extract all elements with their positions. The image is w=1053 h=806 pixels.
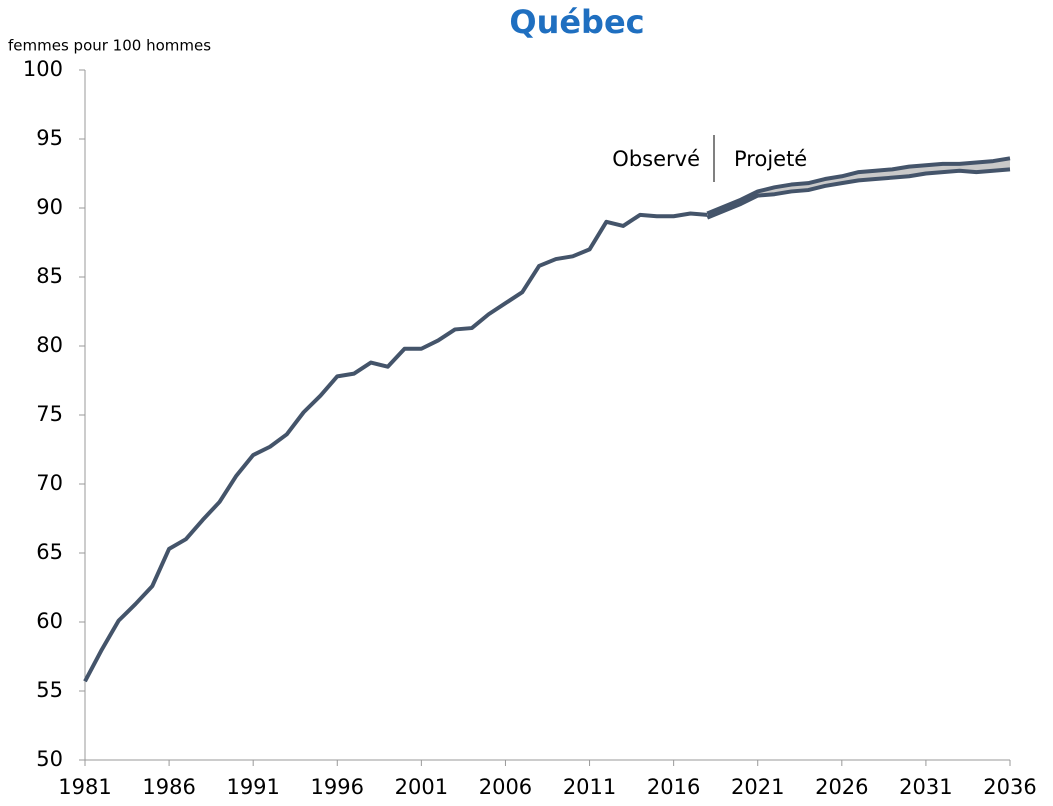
y-tick-label: 55 (36, 678, 63, 702)
y-tick-label: 100 (23, 57, 63, 81)
y-tick-label: 75 (36, 402, 63, 426)
y-tick-label: 50 (36, 747, 63, 771)
x-tick-label: 2021 (731, 775, 784, 799)
x-tick-label: 2031 (899, 775, 952, 799)
x-tick-label: 2026 (815, 775, 868, 799)
line (85, 214, 707, 682)
x-tick-label: 1986 (142, 775, 195, 799)
page: Québec femmes pour 100 hommes Observé Pr… (0, 0, 1053, 806)
y-tick-label: 70 (36, 471, 63, 495)
x-tick-label: 2036 (983, 775, 1036, 799)
annotation: Observé (612, 147, 700, 171)
x-tick-label: 2016 (647, 775, 700, 799)
x-tick-label: 2011 (563, 775, 616, 799)
y-tick-label: 60 (36, 609, 63, 633)
chart-title: Québec (509, 3, 644, 41)
y-tick-label: 90 (36, 195, 63, 219)
y-axis-label: femmes pour 100 hommes (8, 37, 211, 55)
x-tick-label: 1991 (226, 775, 279, 799)
y-tick-label: 85 (36, 264, 63, 288)
y-tick-label: 80 (36, 333, 63, 357)
x-tick-label: 1996 (311, 775, 364, 799)
x-tick-label: 2001 (395, 775, 448, 799)
y-tick-label: 65 (36, 540, 63, 564)
chart: Québec femmes pour 100 hommes Observé Pr… (0, 0, 1053, 806)
x-tick-label: 1981 (58, 775, 111, 799)
y-tick-label: 95 (36, 126, 63, 150)
x-tick-label: 2006 (479, 775, 532, 799)
annotation: Projeté (734, 147, 807, 171)
